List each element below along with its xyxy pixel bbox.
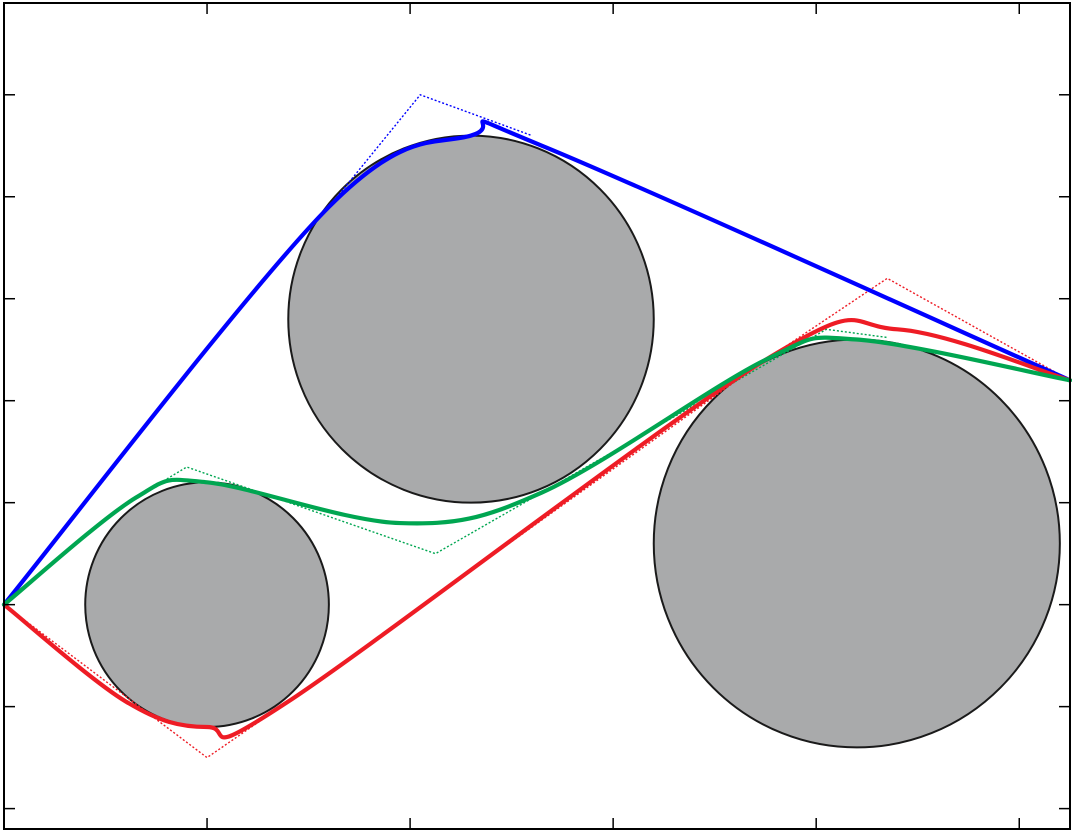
control-polygon-layer [3,93,1071,759]
frame-border [3,2,1071,830]
obstacle-large [652,338,1061,749]
blue-path-control-polygon [328,93,533,208]
blue-path [1,119,1072,607]
red-path-control-polygon [3,277,1071,759]
plot-frame [3,2,1071,830]
green-path [1,335,1072,607]
green-path-control-polygon [135,328,888,555]
obstacle-small [84,481,330,729]
red-path [1,318,1072,740]
path-layer [1,119,1072,740]
obstacle-layer [84,134,1061,749]
